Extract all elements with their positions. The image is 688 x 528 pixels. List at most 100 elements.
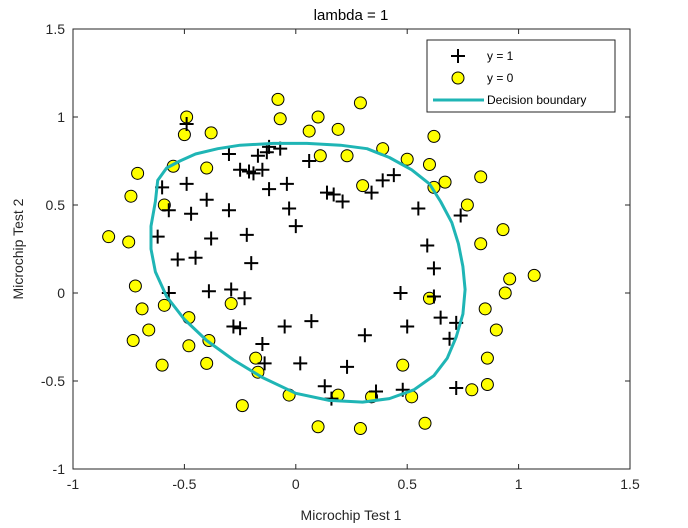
point-y0 <box>124 189 138 203</box>
x-axis-label: Microchip Test 1 <box>301 507 402 523</box>
y-tick-label: -0.5 <box>41 373 65 389</box>
chart-title: lambda = 1 <box>314 7 389 24</box>
point-y0 <box>142 323 156 337</box>
point-y0 <box>498 286 512 300</box>
point-y1 <box>161 203 176 218</box>
point-y1 <box>319 185 334 200</box>
point-y0 <box>224 297 238 311</box>
point-y0 <box>353 422 367 436</box>
point-y0 <box>182 339 196 353</box>
point-y1 <box>239 227 254 242</box>
point-y1 <box>293 356 308 371</box>
legend-marker-positive <box>451 49 465 63</box>
point-y1 <box>221 203 236 218</box>
point-y1 <box>199 192 214 207</box>
point-y1 <box>386 168 401 183</box>
legend-label-positive: y = 1 <box>487 49 514 63</box>
point-y1 <box>279 176 294 191</box>
point-y1 <box>302 154 317 168</box>
point-y1 <box>340 359 355 374</box>
point-y1 <box>184 206 199 221</box>
legend: y = 1 y = 0 Decision boundary <box>426 39 616 113</box>
point-y0 <box>474 170 488 184</box>
point-y1 <box>335 194 350 209</box>
point-y1 <box>237 291 252 306</box>
point-y1 <box>426 289 441 304</box>
legend-label-negative: y = 0 <box>487 71 514 85</box>
point-y0 <box>157 298 171 312</box>
point-y0 <box>177 128 191 142</box>
point-y1 <box>288 219 303 234</box>
point-y1 <box>255 337 270 352</box>
point-y1 <box>400 319 415 334</box>
point-y0 <box>478 302 492 316</box>
point-y0 <box>418 416 432 430</box>
x-tick-label: 0 <box>292 476 300 492</box>
point-y0 <box>460 198 474 212</box>
point-y1 <box>426 261 441 276</box>
x-tick-label: -0.5 <box>172 476 196 492</box>
point-y0 <box>480 351 494 365</box>
point-y0 <box>422 158 436 172</box>
point-y0 <box>527 268 541 282</box>
point-y1 <box>453 208 468 223</box>
point-y1 <box>221 146 236 161</box>
point-y0 <box>271 92 285 106</box>
x-tick-label: 0.5 <box>397 476 417 492</box>
point-y1 <box>449 381 464 396</box>
point-y1 <box>277 319 292 334</box>
point-y0 <box>331 122 345 136</box>
y-tick-label: 0.5 <box>46 197 66 213</box>
point-y1 <box>246 166 261 181</box>
point-y0 <box>313 149 327 163</box>
point-y0 <box>128 279 142 293</box>
decision-boundary <box>149 141 467 404</box>
point-y1 <box>250 148 265 163</box>
point-y1 <box>393 286 408 300</box>
point-y1 <box>255 162 270 177</box>
point-y0 <box>131 166 145 180</box>
point-y1 <box>188 250 203 265</box>
point-y0 <box>311 420 325 434</box>
point-y0 <box>422 291 436 305</box>
x-tick-label: 1.5 <box>620 476 640 492</box>
y-tick-label: -1 <box>53 461 66 477</box>
point-y1 <box>226 319 241 334</box>
x-tick-label: 1 <box>515 476 523 492</box>
point-y0 <box>340 149 354 163</box>
point-y0 <box>356 179 370 193</box>
point-y1 <box>262 182 277 197</box>
point-y0 <box>400 152 414 166</box>
point-y1 <box>326 187 341 202</box>
point-y1 <box>357 328 372 343</box>
y-tick-label: 1.5 <box>46 21 66 37</box>
legend-label-boundary: Decision boundary <box>487 93 586 107</box>
point-y0 <box>480 378 494 392</box>
point-y1 <box>170 252 185 267</box>
point-y1 <box>201 284 216 299</box>
point-y1 <box>282 201 297 216</box>
point-y1 <box>233 162 248 177</box>
point-y0 <box>489 323 503 337</box>
y-tick-label: 0 <box>57 285 65 301</box>
point-y1 <box>150 229 165 244</box>
point-y0 <box>200 161 214 175</box>
point-y0 <box>396 358 410 372</box>
point-y1 <box>317 379 332 394</box>
point-y1 <box>304 314 319 329</box>
point-y0 <box>438 175 452 189</box>
point-y0 <box>474 237 488 251</box>
point-y0 <box>311 110 325 124</box>
point-y0 <box>353 96 367 110</box>
point-y0 <box>204 126 218 140</box>
y-tick-label: 1 <box>57 109 65 125</box>
point-y0 <box>503 272 517 286</box>
point-y0 <box>135 302 149 316</box>
point-y1 <box>179 176 194 191</box>
point-y1 <box>257 356 272 371</box>
point-y1 <box>244 256 259 271</box>
plot-frame <box>72 28 631 470</box>
point-y0 <box>200 356 214 370</box>
x-tick-label: -1 <box>67 476 80 492</box>
